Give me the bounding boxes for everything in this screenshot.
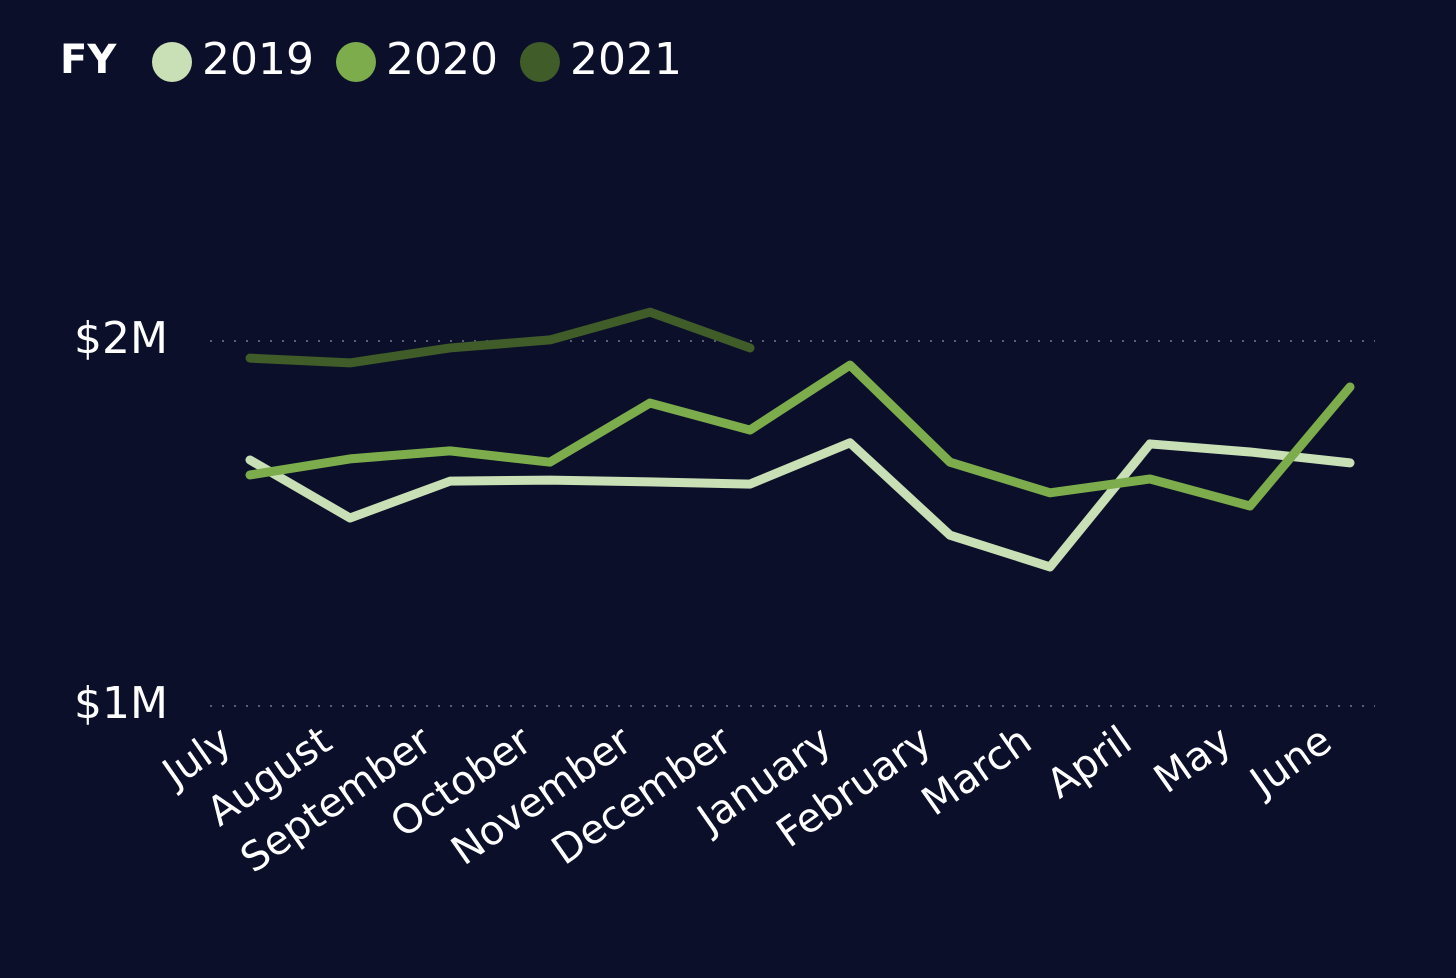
legend-marker[interactable] xyxy=(152,42,192,82)
legend-label[interactable]: 2021 xyxy=(570,34,682,85)
y-tick-label: $1M xyxy=(74,678,168,729)
series-line xyxy=(245,307,755,368)
legend-marker[interactable] xyxy=(519,42,560,82)
legend-title: FY xyxy=(60,37,117,83)
y-tick-label: $2M xyxy=(74,313,168,364)
legend-marker[interactable] xyxy=(335,42,376,82)
legend-label[interactable]: 2019 xyxy=(202,34,314,85)
series-line xyxy=(245,438,1355,572)
series-line xyxy=(245,360,1355,511)
legend-label[interactable]: 2020 xyxy=(386,34,498,85)
